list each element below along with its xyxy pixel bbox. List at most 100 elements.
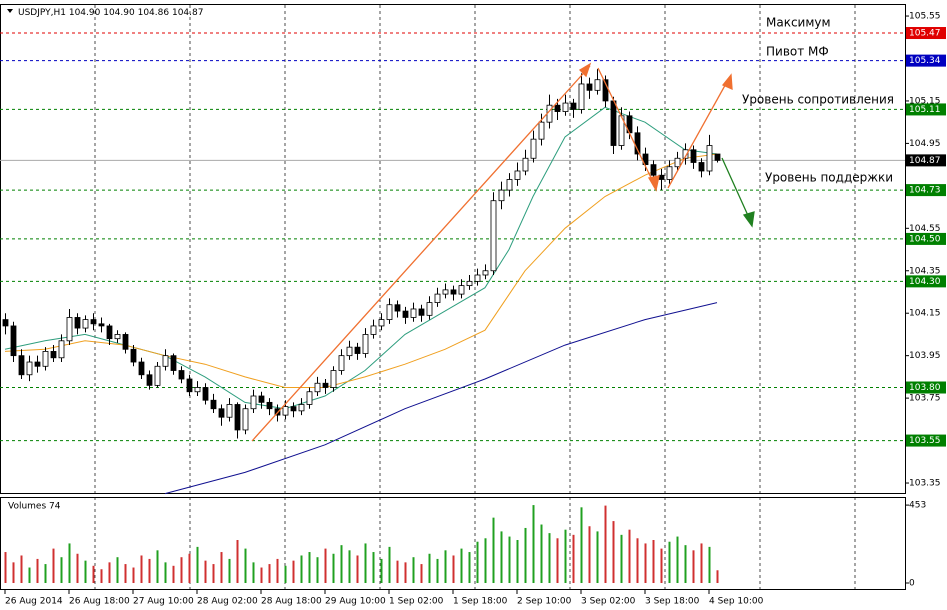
level-badge [906,232,946,245]
ohlc: 104.90 [69,8,101,18]
level-label: 105.34 [909,56,941,66]
candle-body [58,340,65,359]
candle-body [114,334,121,340]
trend-line [667,79,729,189]
arrow-head [721,73,733,91]
candle-body [418,308,425,316]
candle-body [354,346,361,354]
x-tick-label: 2 Sep 10:00 [517,597,572,607]
candle-body [258,395,265,403]
candle-body [2,319,9,327]
y-tick-label: 104.95 [909,139,941,149]
candle-body [530,138,537,159]
candle-body [90,319,97,325]
candle-body [98,323,105,327]
x-tick-label: 1 Sep 18:00 [453,597,508,607]
menu-icon[interactable] [7,9,13,13]
candle-body [522,157,529,172]
candle-body [226,404,233,418]
arrow-head [742,211,755,228]
trend-line [597,67,656,187]
candle-body [458,285,465,295]
candle-body [426,302,433,316]
candle-body [602,79,609,102]
candle-body [242,408,249,431]
candle-body [506,179,513,191]
candle-body [138,361,145,376]
candle-body [146,374,153,386]
candle-body [218,408,225,418]
candle-body [314,382,321,393]
level-label: 104.73 [909,186,941,196]
plot [2,69,721,583]
candle-body [586,83,593,91]
x-tick-label: 28 Aug 02:00 [197,597,258,607]
candle-body [362,334,369,354]
candle-body [690,149,697,163]
candle-body [698,162,705,172]
level-label: 105.11 [909,105,941,115]
candle-body [194,387,201,393]
header: USDJPY,H1 104.90 104.90 104.86 104.87 Vo… [7,8,203,512]
ohlc: 104.87 [172,8,204,18]
candle-body [394,304,401,312]
candle-body [442,289,449,295]
candle-body [202,387,209,401]
drawings [251,62,755,442]
y-tick-label: 105.55 [909,12,941,22]
annotation: Уровень сопротивления [742,93,894,107]
candle-body [154,365,161,386]
candle-body [298,404,305,412]
level-label: 104.30 [909,277,941,287]
level-badge [906,154,946,167]
candle-body [34,361,41,367]
candle-body [74,317,81,329]
candle-body [282,406,289,416]
candle-body [210,399,217,410]
candle-body [122,334,129,350]
y-tick-label: 104.15 [909,309,941,319]
y-tick-label: 103.75 [909,394,941,404]
candle-body [682,149,689,159]
annotation: Пивот МФ [766,45,829,59]
candle-body [578,83,585,110]
y-tick-label: 103.35 [909,479,941,489]
candle-body [658,174,665,180]
x-tick-label: 26 Aug 18:00 [69,597,130,607]
candle-body [234,404,241,431]
level-badge [906,434,946,447]
annotation: Максимум [766,16,831,30]
x-tick-label: 27 Aug 10:00 [133,597,194,607]
candle-body [178,370,185,380]
candle-body [10,325,17,357]
candle-body [386,304,393,320]
candle-body [42,351,49,367]
ohlc: 104.86 [138,8,170,18]
x-tick-label: 3 Sep 02:00 [581,597,636,607]
level-label: 105.47 [909,29,941,39]
x-tick-label: 29 Aug 10:00 [325,597,386,607]
volume-tick-label: 453 [909,501,926,511]
y-tick-label: 103.95 [909,351,941,361]
x-tick-label: 4 Sep 10:00 [709,597,764,607]
candle-body [450,289,457,295]
level-badge [906,27,946,40]
arrow-head [647,175,660,192]
candle-body [322,382,329,388]
candle-body [706,145,713,172]
level-badge [906,184,946,197]
price-panel [0,4,906,494]
x-tick-label: 28 Aug 18:00 [261,597,322,607]
candle-body [514,170,521,180]
level-badge [906,275,946,288]
level-label: 103.80 [909,383,941,393]
level-label: 103.55 [909,436,941,446]
candle-body [554,104,561,112]
candle-body [162,355,169,367]
candle-body [434,293,441,303]
y-tick-label: 105.15 [909,96,941,106]
candle-body [250,395,257,410]
volume-title: Volumes 74 [8,502,61,512]
candle-body [306,391,313,405]
volume-panel [0,497,906,590]
